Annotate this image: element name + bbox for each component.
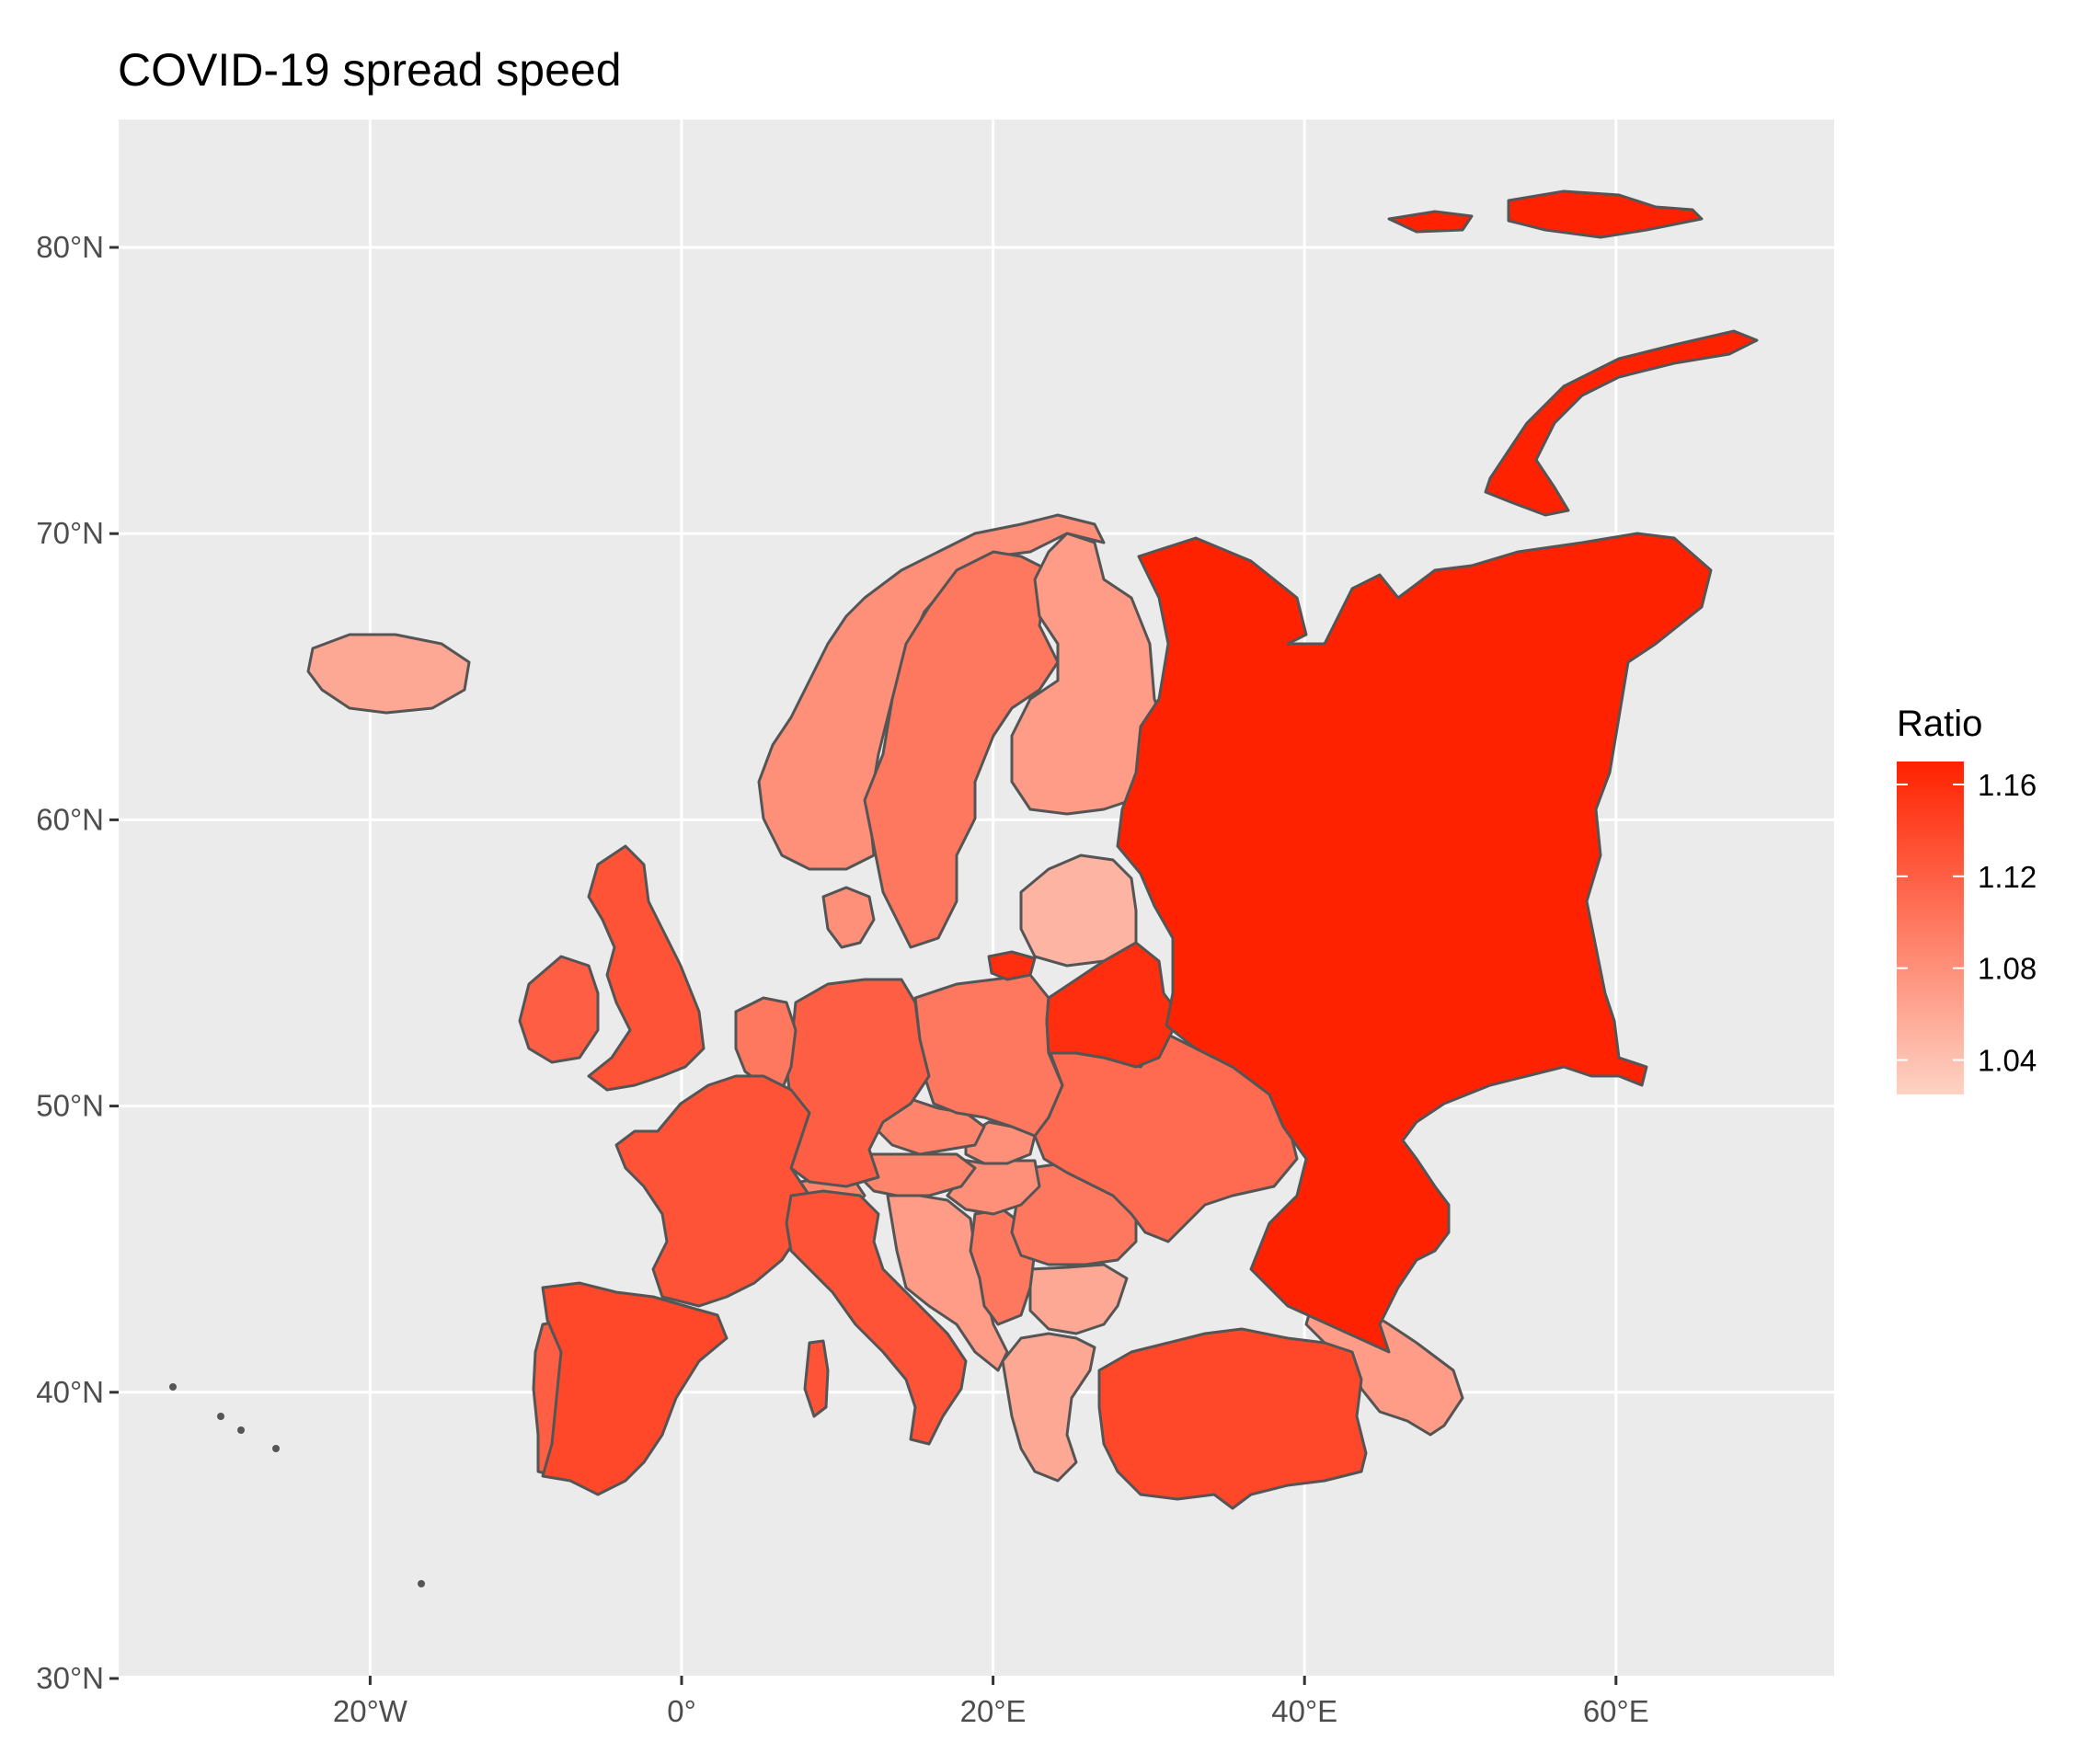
y-tick-label: 60°N	[36, 802, 104, 836]
country-baltic-states	[1019, 853, 1138, 968]
legend-label: 1.08	[1978, 952, 2037, 986]
gridlines	[119, 120, 1834, 1680]
y-tick-label: 80°N	[36, 230, 104, 264]
country-greece	[1001, 1332, 1096, 1483]
island-mark	[418, 1580, 425, 1587]
country-sardinia	[803, 1339, 830, 1418]
island-mark	[217, 1413, 224, 1420]
x-tick-label: 60°E	[1583, 1694, 1649, 1728]
x-tick-label: 20°W	[333, 1694, 408, 1728]
x-tick-label: 20°E	[960, 1694, 1027, 1728]
island-mark	[169, 1383, 177, 1391]
country-russia	[1116, 532, 1713, 1354]
country-denmark	[821, 886, 876, 949]
x-tick-label: 0°	[667, 1694, 696, 1728]
country-kaliningrad	[987, 950, 1037, 981]
legend: Ratio 1.16 1.12 1.08 1.04	[1897, 704, 2037, 1094]
axis-ticks: 20°W 0° 20°E 40°E 60°E 30°N 40°N 50°N 60°N 70°N 80…	[36, 230, 1648, 1728]
y-tick-label: 50°N	[36, 1089, 104, 1123]
countries	[169, 189, 1759, 1587]
legend-label: 1.16	[1978, 768, 2037, 802]
y-tick-label: 30°N	[36, 1661, 104, 1695]
y-tick-label: 40°N	[36, 1375, 104, 1409]
country-united-kingdom	[587, 844, 706, 1092]
country-svalbard	[1387, 189, 1704, 239]
country-turkey	[1097, 1327, 1368, 1510]
x-tick-label: 40°E	[1271, 1694, 1337, 1728]
country-benelux	[734, 996, 798, 1092]
island-mark	[237, 1426, 245, 1434]
legend-colorbar	[1897, 762, 1964, 1094]
country-france	[614, 1074, 811, 1308]
country-ireland	[518, 955, 600, 1064]
country-finland	[1010, 532, 1170, 816]
chart-title: COVID-19 spread speed	[118, 44, 622, 96]
country-novaya-zemlya	[1484, 329, 1759, 517]
legend-title: Ratio	[1897, 704, 1982, 744]
country-belarus	[1045, 941, 1179, 1069]
country-italy	[785, 1189, 968, 1446]
country-iceland	[306, 633, 471, 715]
country-western-balkans	[886, 1194, 1009, 1372]
country-slovakia	[964, 1120, 1037, 1165]
y-tick-label: 70°N	[36, 516, 104, 550]
legend-label: 1.12	[1978, 860, 2037, 894]
island-mark	[272, 1445, 280, 1452]
legend-label: 1.04	[1978, 1044, 2037, 1078]
country-spain	[541, 1281, 729, 1496]
